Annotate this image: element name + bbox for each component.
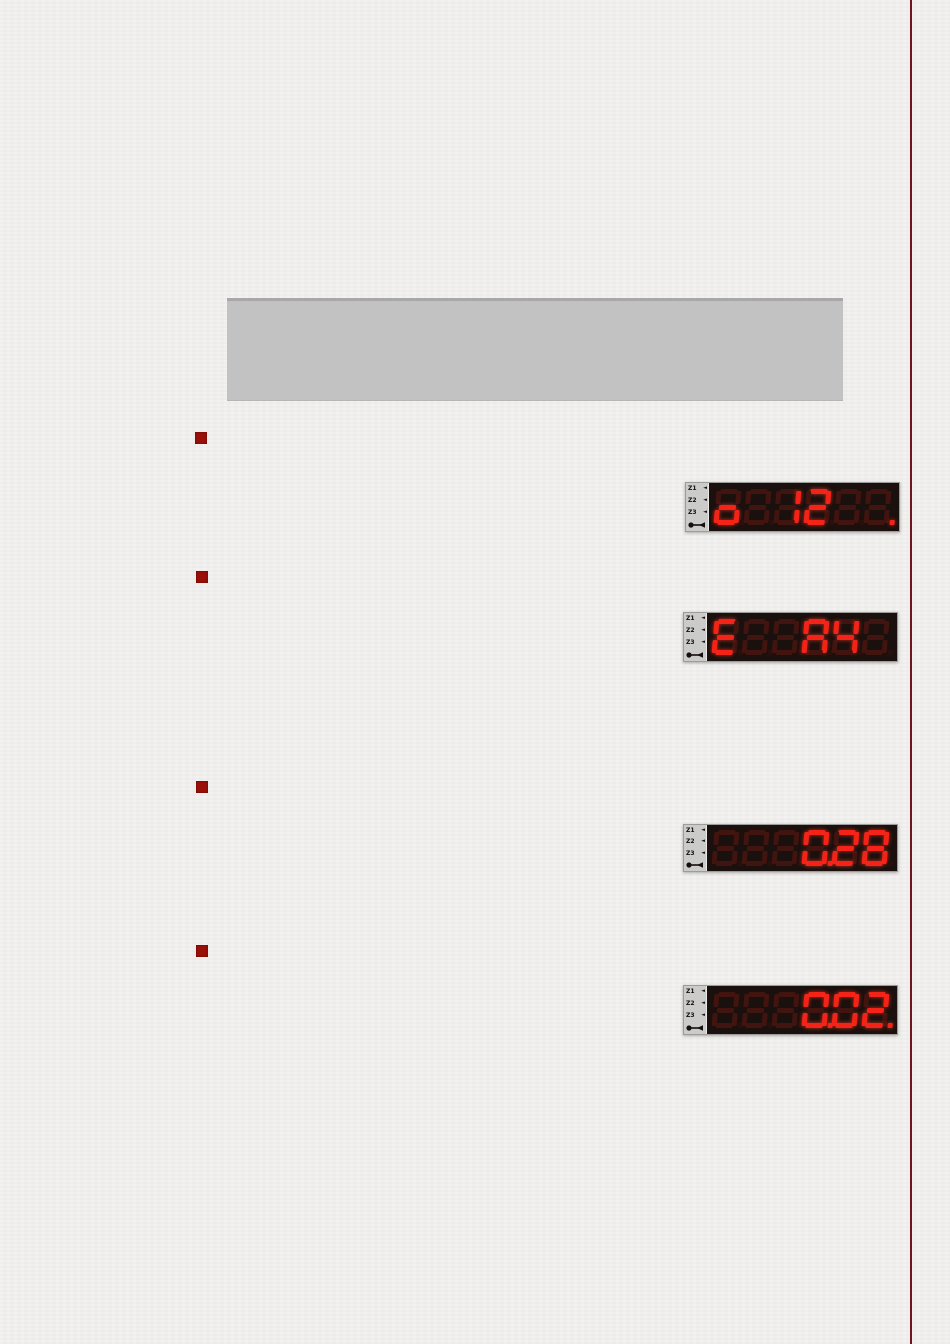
zone-label-z2: Z2 ◄ bbox=[686, 1000, 705, 1007]
key-icon bbox=[686, 1024, 705, 1032]
seven-segment-digit bbox=[711, 992, 743, 1028]
zone-label-z1: Z1 ◄ bbox=[686, 988, 705, 995]
seven-segment-digit bbox=[771, 619, 803, 655]
seven-segment-digit bbox=[713, 489, 745, 525]
seven-segment-digit bbox=[861, 619, 893, 655]
left-arrow-icon: ◄ bbox=[701, 849, 705, 856]
seven-segment-digit bbox=[741, 619, 773, 655]
led-zone-strip: Z1 ◄ Z2 ◄ Z3 ◄ bbox=[684, 613, 707, 661]
zone-label-z1: Z1 ◄ bbox=[688, 485, 707, 492]
seven-segment-digit bbox=[741, 992, 773, 1028]
seven-segment-digit bbox=[711, 619, 743, 655]
list-bullet-2 bbox=[196, 571, 208, 583]
seven-segment-digit bbox=[771, 830, 803, 866]
seven-segment-digit bbox=[801, 830, 833, 866]
list-bullet-4 bbox=[196, 945, 208, 957]
key-icon bbox=[688, 521, 707, 529]
page-margin-rule bbox=[910, 0, 912, 1344]
left-arrow-icon: ◄ bbox=[701, 988, 705, 994]
seven-segment-digit bbox=[861, 830, 893, 866]
led-digit-panel bbox=[707, 613, 897, 661]
seven-segment-digit bbox=[803, 489, 835, 525]
led-zone-strip: Z1 ◄ Z2 ◄ Z3 ◄ bbox=[684, 825, 707, 871]
led-display-4: Z1◄Z2◄Z3◄ 0.02. bbox=[683, 985, 898, 1035]
led-zone-strip: Z1 ◄ Z2 ◄ Z3 ◄ bbox=[684, 986, 707, 1034]
decimal-point bbox=[887, 861, 893, 866]
seven-segment-digit bbox=[743, 489, 775, 525]
seven-segment-digit bbox=[833, 489, 865, 525]
left-arrow-icon: ◄ bbox=[703, 509, 707, 515]
seven-segment-digit bbox=[801, 619, 833, 655]
key-icon bbox=[686, 651, 705, 659]
led-display-3: Z1◄Z2◄Z3◄ 0.28 bbox=[683, 824, 898, 872]
zone-label-z2: Z2 ◄ bbox=[688, 497, 707, 504]
left-arrow-icon: ◄ bbox=[701, 838, 705, 845]
zone-label-z1: Z1 ◄ bbox=[686, 615, 705, 622]
zone-label-z2: Z2 ◄ bbox=[686, 627, 705, 634]
seven-segment-digit bbox=[741, 830, 773, 866]
zone-label-z3: Z3 ◄ bbox=[688, 509, 707, 516]
left-arrow-icon: ◄ bbox=[703, 497, 707, 503]
left-arrow-icon: ◄ bbox=[701, 639, 705, 645]
left-arrow-icon: ◄ bbox=[701, 1000, 705, 1006]
left-arrow-icon: ◄ bbox=[701, 615, 705, 621]
decimal-point bbox=[887, 650, 893, 655]
left-arrow-icon: ◄ bbox=[701, 627, 705, 633]
list-bullet-1 bbox=[195, 432, 207, 444]
content-banner bbox=[227, 298, 843, 401]
led-zone-strip: Z1 ◄ Z2 ◄ Z3 ◄ bbox=[686, 483, 709, 531]
led-digit-panel bbox=[707, 986, 897, 1034]
led-display-2: Z1◄Z2◄Z3◄ E A4 bbox=[683, 612, 898, 662]
led-digit-panel bbox=[707, 825, 897, 871]
seven-segment-digit bbox=[831, 619, 863, 655]
seven-segment-digit bbox=[831, 830, 863, 866]
zone-label-z1: Z1 ◄ bbox=[686, 827, 705, 834]
decimal-point bbox=[887, 1023, 893, 1028]
zone-label-z3: Z3 ◄ bbox=[686, 849, 705, 857]
decimal-point bbox=[889, 520, 895, 525]
seven-segment-digit bbox=[861, 992, 893, 1028]
seven-segment-digit bbox=[711, 830, 743, 866]
led-digit-panel bbox=[709, 483, 899, 531]
left-arrow-icon: ◄ bbox=[703, 485, 707, 491]
seven-segment-digit bbox=[863, 489, 895, 525]
zone-label-z2: Z2 ◄ bbox=[686, 838, 705, 846]
left-arrow-icon: ◄ bbox=[701, 1012, 705, 1018]
list-bullet-3 bbox=[196, 781, 208, 793]
seven-segment-digit bbox=[773, 489, 805, 525]
key-icon bbox=[686, 861, 705, 869]
led-display-1: Z1◄Z2◄Z3◄ o 12 . bbox=[685, 482, 900, 532]
left-arrow-icon: ◄ bbox=[701, 827, 705, 833]
zone-label-z3: Z3 ◄ bbox=[686, 1012, 705, 1019]
seven-segment-digit bbox=[831, 992, 863, 1028]
seven-segment-digit bbox=[801, 992, 833, 1028]
seven-segment-digit bbox=[771, 992, 803, 1028]
zone-label-z3: Z3 ◄ bbox=[686, 639, 705, 646]
